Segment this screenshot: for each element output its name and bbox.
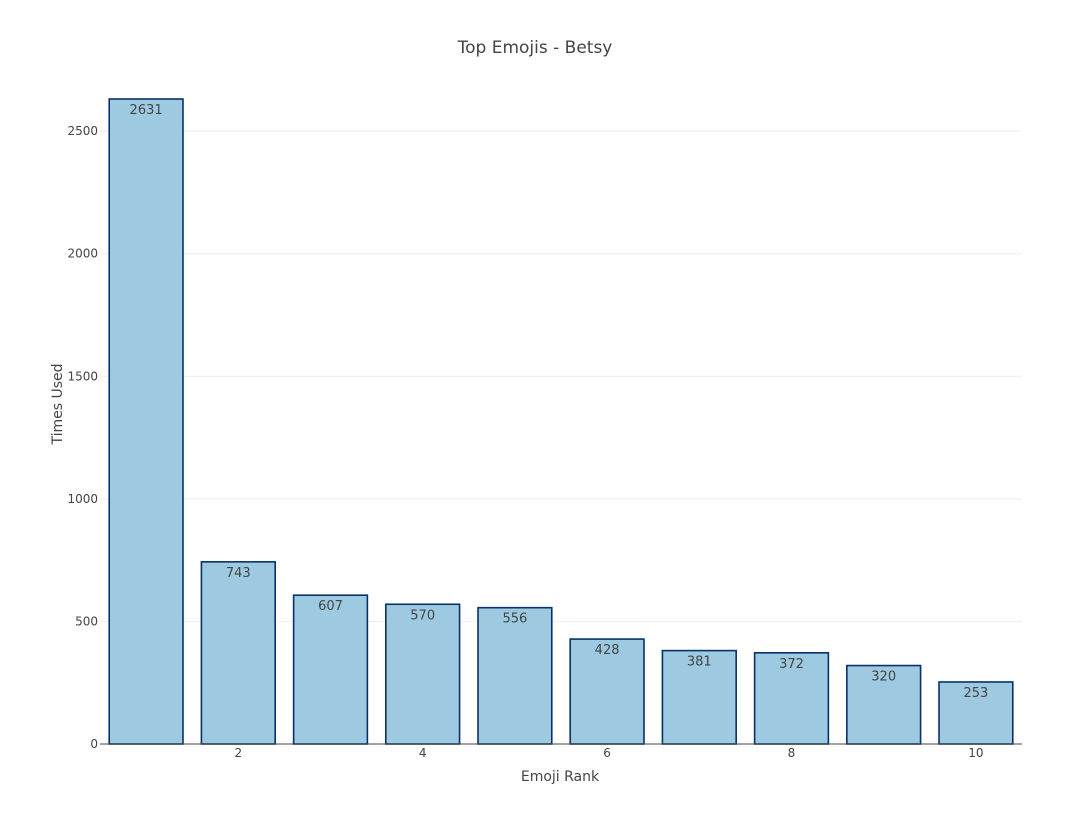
bar-value-label: 570 [410,608,435,623]
bar [385,603,461,745]
y-tick-label: 2000 [67,247,98,261]
bars [108,98,1014,745]
x-tick-label: 10 [968,746,983,760]
y-tick-label: 1000 [67,492,98,506]
grid-lines [100,130,1022,622]
bar-value-label: 428 [595,643,620,658]
bar-value-label: 320 [871,670,896,685]
bar [292,594,369,745]
y-axis-title: Times Used [50,363,66,445]
y-tick-label: 0 [90,737,98,751]
bar-value-label: 743 [226,566,251,581]
x-axis-title: Emoji Rank [521,769,600,785]
y-tick-label: 1500 [67,369,98,383]
bar-value-labels: 2631 743 607 570 556 428 381 372 320 253 [130,103,989,701]
bar [200,561,276,745]
bar-value-label: 372 [779,657,804,672]
chart-title: Top Emojis - Betsy [457,38,613,58]
bar-value-label: 253 [963,686,988,701]
x-tick-label: 8 [788,746,796,760]
y-tick-label: 500 [75,614,98,628]
bar [569,638,645,745]
bar [753,652,830,745]
bar [477,606,553,745]
x-tick-labels: 2 4 6 8 10 [234,746,983,760]
bar [846,664,922,745]
x-tick-label: 6 [603,746,611,760]
bar-value-label: 556 [502,612,527,627]
x-tick-label: 4 [419,746,427,760]
bar [108,98,184,745]
bar-value-label: 2631 [130,103,163,118]
bar-value-label: 607 [318,599,343,614]
x-tick-label: 2 [234,746,242,760]
y-tick-labels: 0 500 1000 1500 2000 2500 [67,124,98,751]
bar-value-label: 381 [687,655,712,670]
y-tick-label: 2500 [67,124,98,138]
bar [938,681,1014,745]
